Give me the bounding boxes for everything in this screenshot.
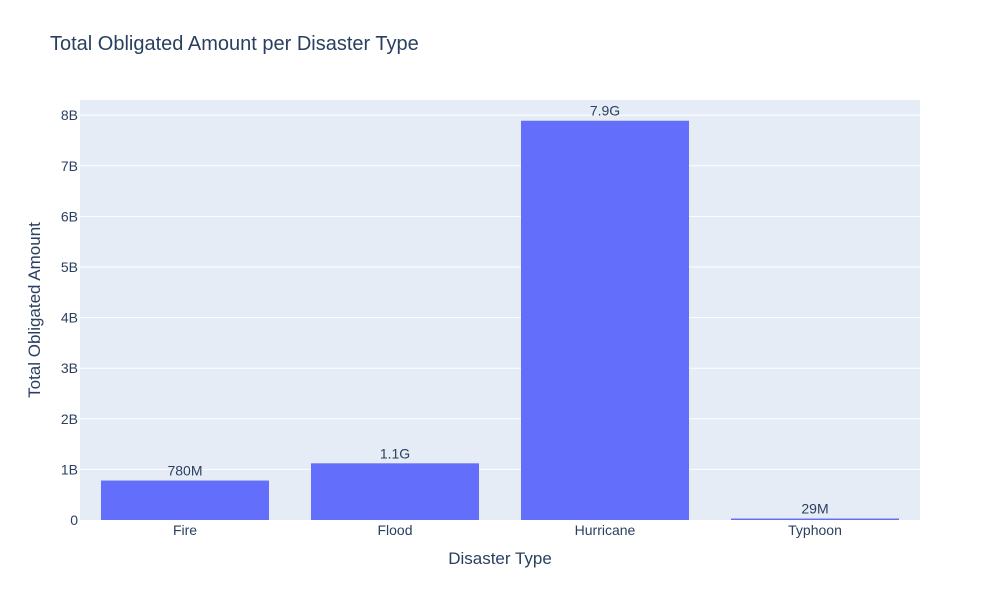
- y-tick-label: 4B: [61, 310, 78, 326]
- y-tick-label: 3B: [61, 360, 78, 376]
- bar-value-label: 7.9G: [590, 103, 620, 119]
- x-axis-ticks: Fire Flood Hurricane Typhoon: [173, 522, 842, 538]
- bar-value-label: 780M: [167, 463, 202, 479]
- x-tick-label: Flood: [377, 522, 412, 538]
- bar[interactable]: [731, 518, 899, 520]
- plot-area: [80, 100, 920, 520]
- y-tick-label: 1B: [61, 461, 78, 477]
- bar-value-label: 1.1G: [380, 445, 410, 461]
- bars: [101, 120, 899, 521]
- x-axis-title: Disaster Type: [448, 549, 552, 568]
- gridlines: [80, 114, 920, 470]
- x-tick-label: Hurricane: [575, 522, 636, 538]
- bar[interactable]: [101, 480, 269, 520]
- y-axis-ticks: 0 1B 2B 3B 4B 5B 6B 7B 8B: [61, 107, 78, 528]
- y-tick-label: 7B: [61, 158, 78, 174]
- y-axis-title: Total Obligated Amount: [25, 222, 44, 398]
- y-tick-label: 6B: [61, 208, 78, 224]
- y-tick-label: 0: [70, 512, 78, 528]
- y-tick-label: 2B: [61, 411, 78, 427]
- bar-value-labels: 780M 1.1G 7.9G 29M: [167, 103, 828, 517]
- x-tick-label: Fire: [173, 522, 197, 538]
- bar-value-label: 29M: [801, 501, 828, 517]
- x-tick-label: Typhoon: [788, 522, 842, 538]
- y-tick-label: 5B: [61, 259, 78, 275]
- bar[interactable]: [311, 463, 479, 520]
- chart-title: Total Obligated Amount per Disaster Type: [50, 33, 419, 55]
- bar[interactable]: [521, 120, 689, 521]
- y-tick-label: 8B: [61, 107, 78, 123]
